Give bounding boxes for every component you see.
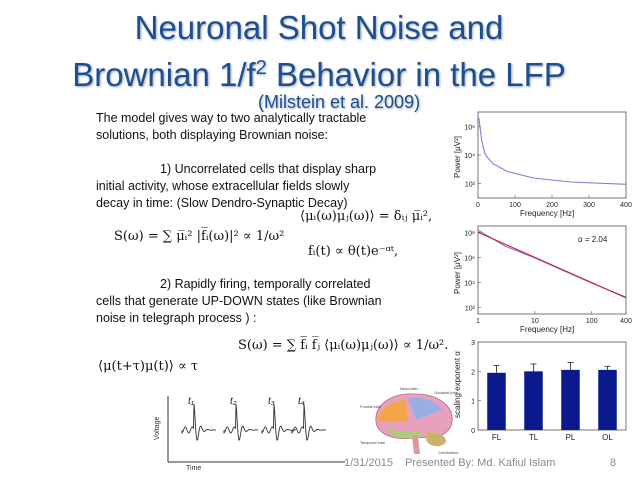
spike-waveform-2 [223, 403, 259, 441]
chart3-ytick-label: 1 [471, 399, 475, 406]
spike-label-t2: t₂ [230, 396, 237, 407]
chart1-xtick-label: 300 [583, 202, 595, 209]
chart3-ytick-label: 3 [471, 340, 475, 347]
brain-label-cerebellum: Cerebellum [438, 450, 459, 455]
chart1-xlabel: Frequency [Hz] [520, 209, 574, 218]
spike-waveform-1 [181, 403, 217, 441]
item2-line1: 2) Rapidly firing, temporally correlated [160, 277, 371, 291]
spike-label-t1: t₁ [188, 396, 194, 407]
spike-trace-figure: Voltage Time t₁ t₂ t₃ t₄ [154, 396, 345, 472]
bar-PL [561, 369, 580, 430]
brain-illustration: Neocortex Frontal lobe Temporal lobe Occ… [360, 386, 459, 455]
footer-page-number: 8 [610, 457, 617, 469]
brain-label-frontal: Frontal lobe [360, 404, 382, 409]
chart2-xlabel: Frequency [Hz] [520, 325, 574, 334]
spike-label-t4: t₄ [298, 396, 305, 407]
footer-date: 1/31/2015 [344, 457, 393, 469]
brain-parietal-lobe [408, 397, 442, 420]
spike-waveforms [181, 403, 327, 441]
item2-line3: noise in telegraph process ) : [96, 311, 257, 325]
chart2-ylabel: Power [μV²] [453, 252, 462, 294]
chart3-bars: FL TL PL OL [487, 362, 617, 442]
chart2-ytick-label: 10⁶ [464, 255, 475, 262]
chart2-xtick-label: 10 [531, 318, 539, 325]
chart2-xtick-label: 400 [620, 318, 632, 325]
bar-TL [524, 371, 543, 430]
equation-decay: fᵢ(t) ∝ θ(t)e⁻ᵅᵗ, [308, 244, 399, 259]
slide-title-line2: Brownian 1/f2 Behavior in the LFP [0, 48, 638, 95]
bar-OL [598, 369, 617, 430]
power-spectrum-chart-linear: Power [μV²] Frequency [Hz] 0 100 200 300 400… [453, 111, 632, 218]
chart1-ytick-label: 10⁶ [464, 124, 475, 131]
bar-label-OL: OL [602, 433, 613, 442]
scaling-exponent-bar-chart: scaling exponent α 0 1 2 3 FL TL PL OL [453, 340, 627, 442]
chart3-ytick-label: 2 [471, 369, 475, 376]
chart2-ytick-label: 10⁸ [464, 230, 475, 237]
title-line2-text: Brownian 1/f [72, 56, 256, 93]
chart2-ytick-label: 10² [465, 306, 476, 313]
slide-title-line1: Neuronal Shot Noise and [134, 9, 504, 46]
intro-line2: solutions, both displaying Brownian nois… [96, 128, 329, 142]
chart1-ytick-label: 10⁴ [464, 153, 475, 160]
chart2-ytick-label: 10⁴ [464, 281, 475, 288]
bar-label-TL: TL [529, 433, 539, 442]
item1-line3: decay in time: (Slow Dendro-Synaptic Dec… [96, 196, 348, 210]
chart2-xtick-label: 1 [476, 318, 480, 325]
chart1-series-line [478, 117, 627, 185]
chart3-ticks: 0 1 2 3 [471, 340, 481, 435]
chart1-ytick-label: 10² [465, 182, 476, 189]
chart2-alpha-annotation: α = 2.04 [578, 235, 608, 244]
equation-correlation-1: ⟨μᵢ(ω)μⱼ(ω)⟩ = δᵢⱼ μ̅ᵢ², [300, 209, 433, 224]
footer-presenter: Presented By: Md. Kafiul Islam [405, 457, 556, 469]
item2-line2: cells that generate UP-DOWN states (like… [96, 294, 382, 308]
title-line2-rest: Behavior in the LFP [266, 56, 566, 93]
chart2-ticks: 1 10 100 400 10² 10⁴ 10⁶ 10⁸ [464, 230, 632, 325]
chart1-xtick-label: 200 [546, 202, 558, 209]
spike-waveform-4 [291, 403, 327, 441]
item1-line1: 1) Uncorrelated cells that display sharp [160, 162, 377, 176]
chart1-plot-area [477, 111, 627, 199]
brain-label-temporal: Temporal lobe [360, 440, 386, 445]
citation: (Milstein et al. 2009) [258, 92, 421, 112]
title-superscript: 2 [255, 57, 267, 79]
chart2-plot-area [477, 225, 627, 315]
chart1-xtick-label: 0 [476, 202, 480, 209]
power-spectrum-chart-log: Power [μV²] Frequency [Hz] 1 10 100 40010²1… [453, 225, 632, 334]
brain-label-occipital: Occipital lobe [434, 390, 459, 395]
equation-spectrum-2: S(ω) = ∑ f̅ᵢ f̅ⱼ ⟨μᵢ(ω)μⱼ(ω)⟩ ∝ 1/ω². [238, 338, 449, 353]
chart2-xtick-label: 100 [586, 318, 598, 325]
chart3-ylabel: scaling exponent α [453, 351, 462, 418]
chart3-ytick-label: 0 [471, 428, 475, 435]
item1-line2: initial activity, whose extracellular fi… [96, 179, 350, 193]
brain-cerebellum [426, 432, 446, 447]
brain-frontal-lobe [378, 400, 408, 422]
chart1-ticks: 0 100 200 300 400 10² 10⁴ 10⁶ [464, 124, 632, 209]
equation-spectrum-1: S(ω) = ∑ μ̅ᵢ² |f̅ᵢ(ω)|² ∝ 1/ω² [114, 229, 285, 244]
spike-xlabel: Time [186, 465, 201, 472]
chart2-series-fit [477, 231, 627, 299]
bar-label-FL: FL [492, 433, 502, 442]
brain-stem [412, 436, 420, 454]
equation-autocorrelation: ⟨μ(t+τ)μ(t)⟩ ∝ τ [98, 359, 199, 374]
bar-FL [487, 372, 506, 430]
intro-line1: The model gives way to two analytically … [96, 111, 367, 125]
brain-label-neocortex: Neocortex [400, 386, 418, 391]
chart1-ylabel: Power [μV²] [453, 136, 462, 178]
spike-label-t3: t₃ [268, 396, 275, 407]
spike-ylabel: Voltage [154, 417, 161, 440]
bar-label-PL: PL [566, 433, 576, 442]
spike-waveform-3 [261, 403, 297, 441]
chart1-xtick-label: 400 [620, 202, 632, 209]
chart1-xtick-label: 100 [509, 202, 521, 209]
